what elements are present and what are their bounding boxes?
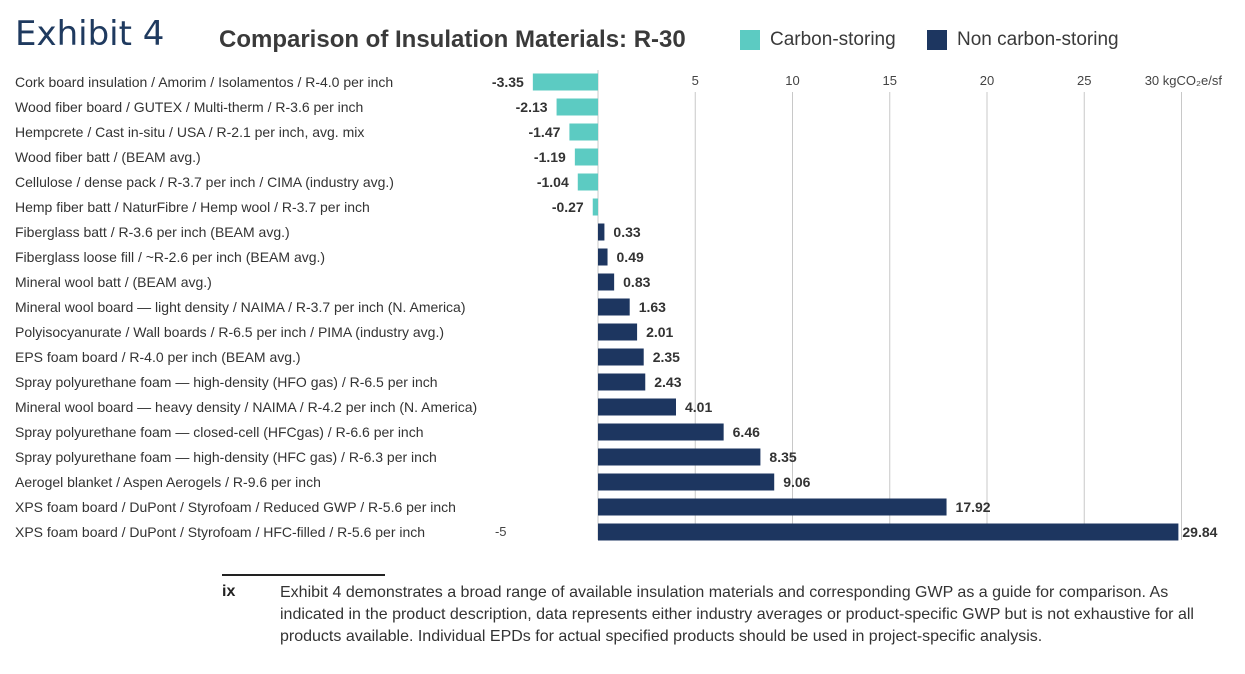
tick-label: 30 kgCO₂e/sf bbox=[1145, 73, 1223, 88]
bar bbox=[598, 523, 1179, 541]
bar bbox=[556, 98, 598, 116]
data-label: 4.01 bbox=[685, 399, 712, 415]
category-label: Spray polyurethane foam — high-density (… bbox=[15, 374, 438, 390]
category-label: Wood fiber board / GUTEX / Multi-therm /… bbox=[15, 99, 363, 115]
category-label: Mineral wool board — light density / NAI… bbox=[15, 299, 466, 315]
legend-item-carbon-storing: Carbon-storing bbox=[740, 29, 896, 51]
bar bbox=[577, 173, 598, 191]
exhibit-label: Exhibit 4 bbox=[15, 14, 165, 54]
bar bbox=[532, 73, 598, 91]
tick-label: 10 bbox=[785, 73, 799, 88]
data-label: 8.35 bbox=[769, 449, 796, 465]
category-label: Fiberglass loose fill / ~R-2.6 per inch … bbox=[15, 249, 325, 265]
data-label: 17.92 bbox=[956, 499, 991, 515]
data-label: 6.46 bbox=[733, 424, 760, 440]
bar bbox=[598, 298, 630, 316]
bar bbox=[598, 448, 761, 466]
category-label: XPS foam board / DuPont / Styrofoam / HF… bbox=[15, 524, 425, 540]
category-label: Hempcrete / Cast in-situ / USA / R-2.1 p… bbox=[15, 124, 364, 140]
bar bbox=[574, 148, 598, 166]
category-label: Aerogel blanket / Aspen Aerogels / R-9.6… bbox=[15, 474, 321, 490]
bar bbox=[598, 423, 724, 441]
tick-label: 15 bbox=[883, 73, 897, 88]
data-label: 0.33 bbox=[613, 224, 640, 240]
bar bbox=[569, 123, 598, 141]
data-label: -1.47 bbox=[528, 124, 560, 140]
legend-item-non-carbon-storing: Non carbon-storing bbox=[927, 29, 1119, 51]
bar bbox=[598, 473, 775, 491]
data-label: 2.43 bbox=[654, 374, 681, 390]
category-label: Mineral wool batt / (BEAM avg.) bbox=[15, 274, 212, 290]
category-label: Spray polyurethane foam — closed-cell (H… bbox=[15, 424, 424, 440]
data-label: -2.13 bbox=[516, 99, 548, 115]
data-label: 29.84 bbox=[1182, 524, 1217, 540]
bar bbox=[598, 373, 646, 391]
bar bbox=[592, 198, 598, 216]
category-label: XPS foam board / DuPont / Styrofoam / Re… bbox=[15, 499, 456, 515]
bar bbox=[598, 398, 676, 416]
category-label: EPS foam board / R-4.0 per inch (BEAM av… bbox=[15, 349, 301, 365]
footnote-text: Exhibit 4 demonstrates a broad range of … bbox=[280, 584, 1194, 645]
category-label: Cork board insulation / Amorim / Isolame… bbox=[15, 74, 393, 90]
data-label: 0.83 bbox=[623, 274, 650, 290]
tick-label: 5 bbox=[692, 73, 699, 88]
legend-label-carbon-storing: Carbon-storing bbox=[770, 29, 896, 50]
data-label: -1.04 bbox=[537, 174, 569, 190]
data-label: 2.01 bbox=[646, 324, 673, 340]
tick-label: 20 bbox=[980, 73, 994, 88]
category-label: Spray polyurethane foam — high-density (… bbox=[15, 449, 437, 465]
data-label: 9.06 bbox=[783, 474, 810, 490]
bar bbox=[598, 248, 608, 266]
footnote-number: ix bbox=[222, 583, 236, 600]
legend-swatch-non-carbon-storing bbox=[927, 30, 947, 50]
bar-chart: -5 5 10 15 20 25 30 kgCO₂e/sf Cork board insula… bbox=[15, 70, 1223, 541]
data-label: 0.49 bbox=[617, 249, 644, 265]
legend-swatch-carbon-storing bbox=[740, 30, 760, 50]
data-label: 1.63 bbox=[639, 299, 666, 315]
category-label: Wood fiber batt / (BEAM avg.) bbox=[15, 149, 201, 165]
chart-title: Comparison of Insulation Materials: R-30 bbox=[219, 26, 686, 53]
category-label: Cellulose / dense pack / R-3.7 per inch … bbox=[15, 174, 394, 190]
bar bbox=[598, 348, 644, 366]
bar bbox=[598, 223, 605, 241]
bar bbox=[598, 273, 615, 291]
tick-label: -5 bbox=[495, 524, 507, 539]
tick-label: 25 bbox=[1077, 73, 1091, 88]
bar bbox=[598, 323, 638, 341]
bar bbox=[598, 498, 947, 516]
legend-label-non-carbon-storing: Non carbon-storing bbox=[957, 29, 1119, 50]
category-label: Fiberglass batt / R-3.6 per inch (BEAM a… bbox=[15, 224, 290, 240]
category-label: Mineral wool board — heavy density / NAI… bbox=[15, 399, 477, 415]
data-label: -0.27 bbox=[552, 199, 584, 215]
data-label: 2.35 bbox=[653, 349, 680, 365]
footnote-rule bbox=[222, 574, 385, 576]
category-label: Polyisocyanurate / Wall boards / R-6.5 p… bbox=[15, 324, 444, 340]
data-label: -3.35 bbox=[492, 74, 524, 90]
data-label: -1.19 bbox=[534, 149, 566, 165]
category-label: Hemp fiber batt / NaturFibre / Hemp wool… bbox=[15, 199, 370, 215]
